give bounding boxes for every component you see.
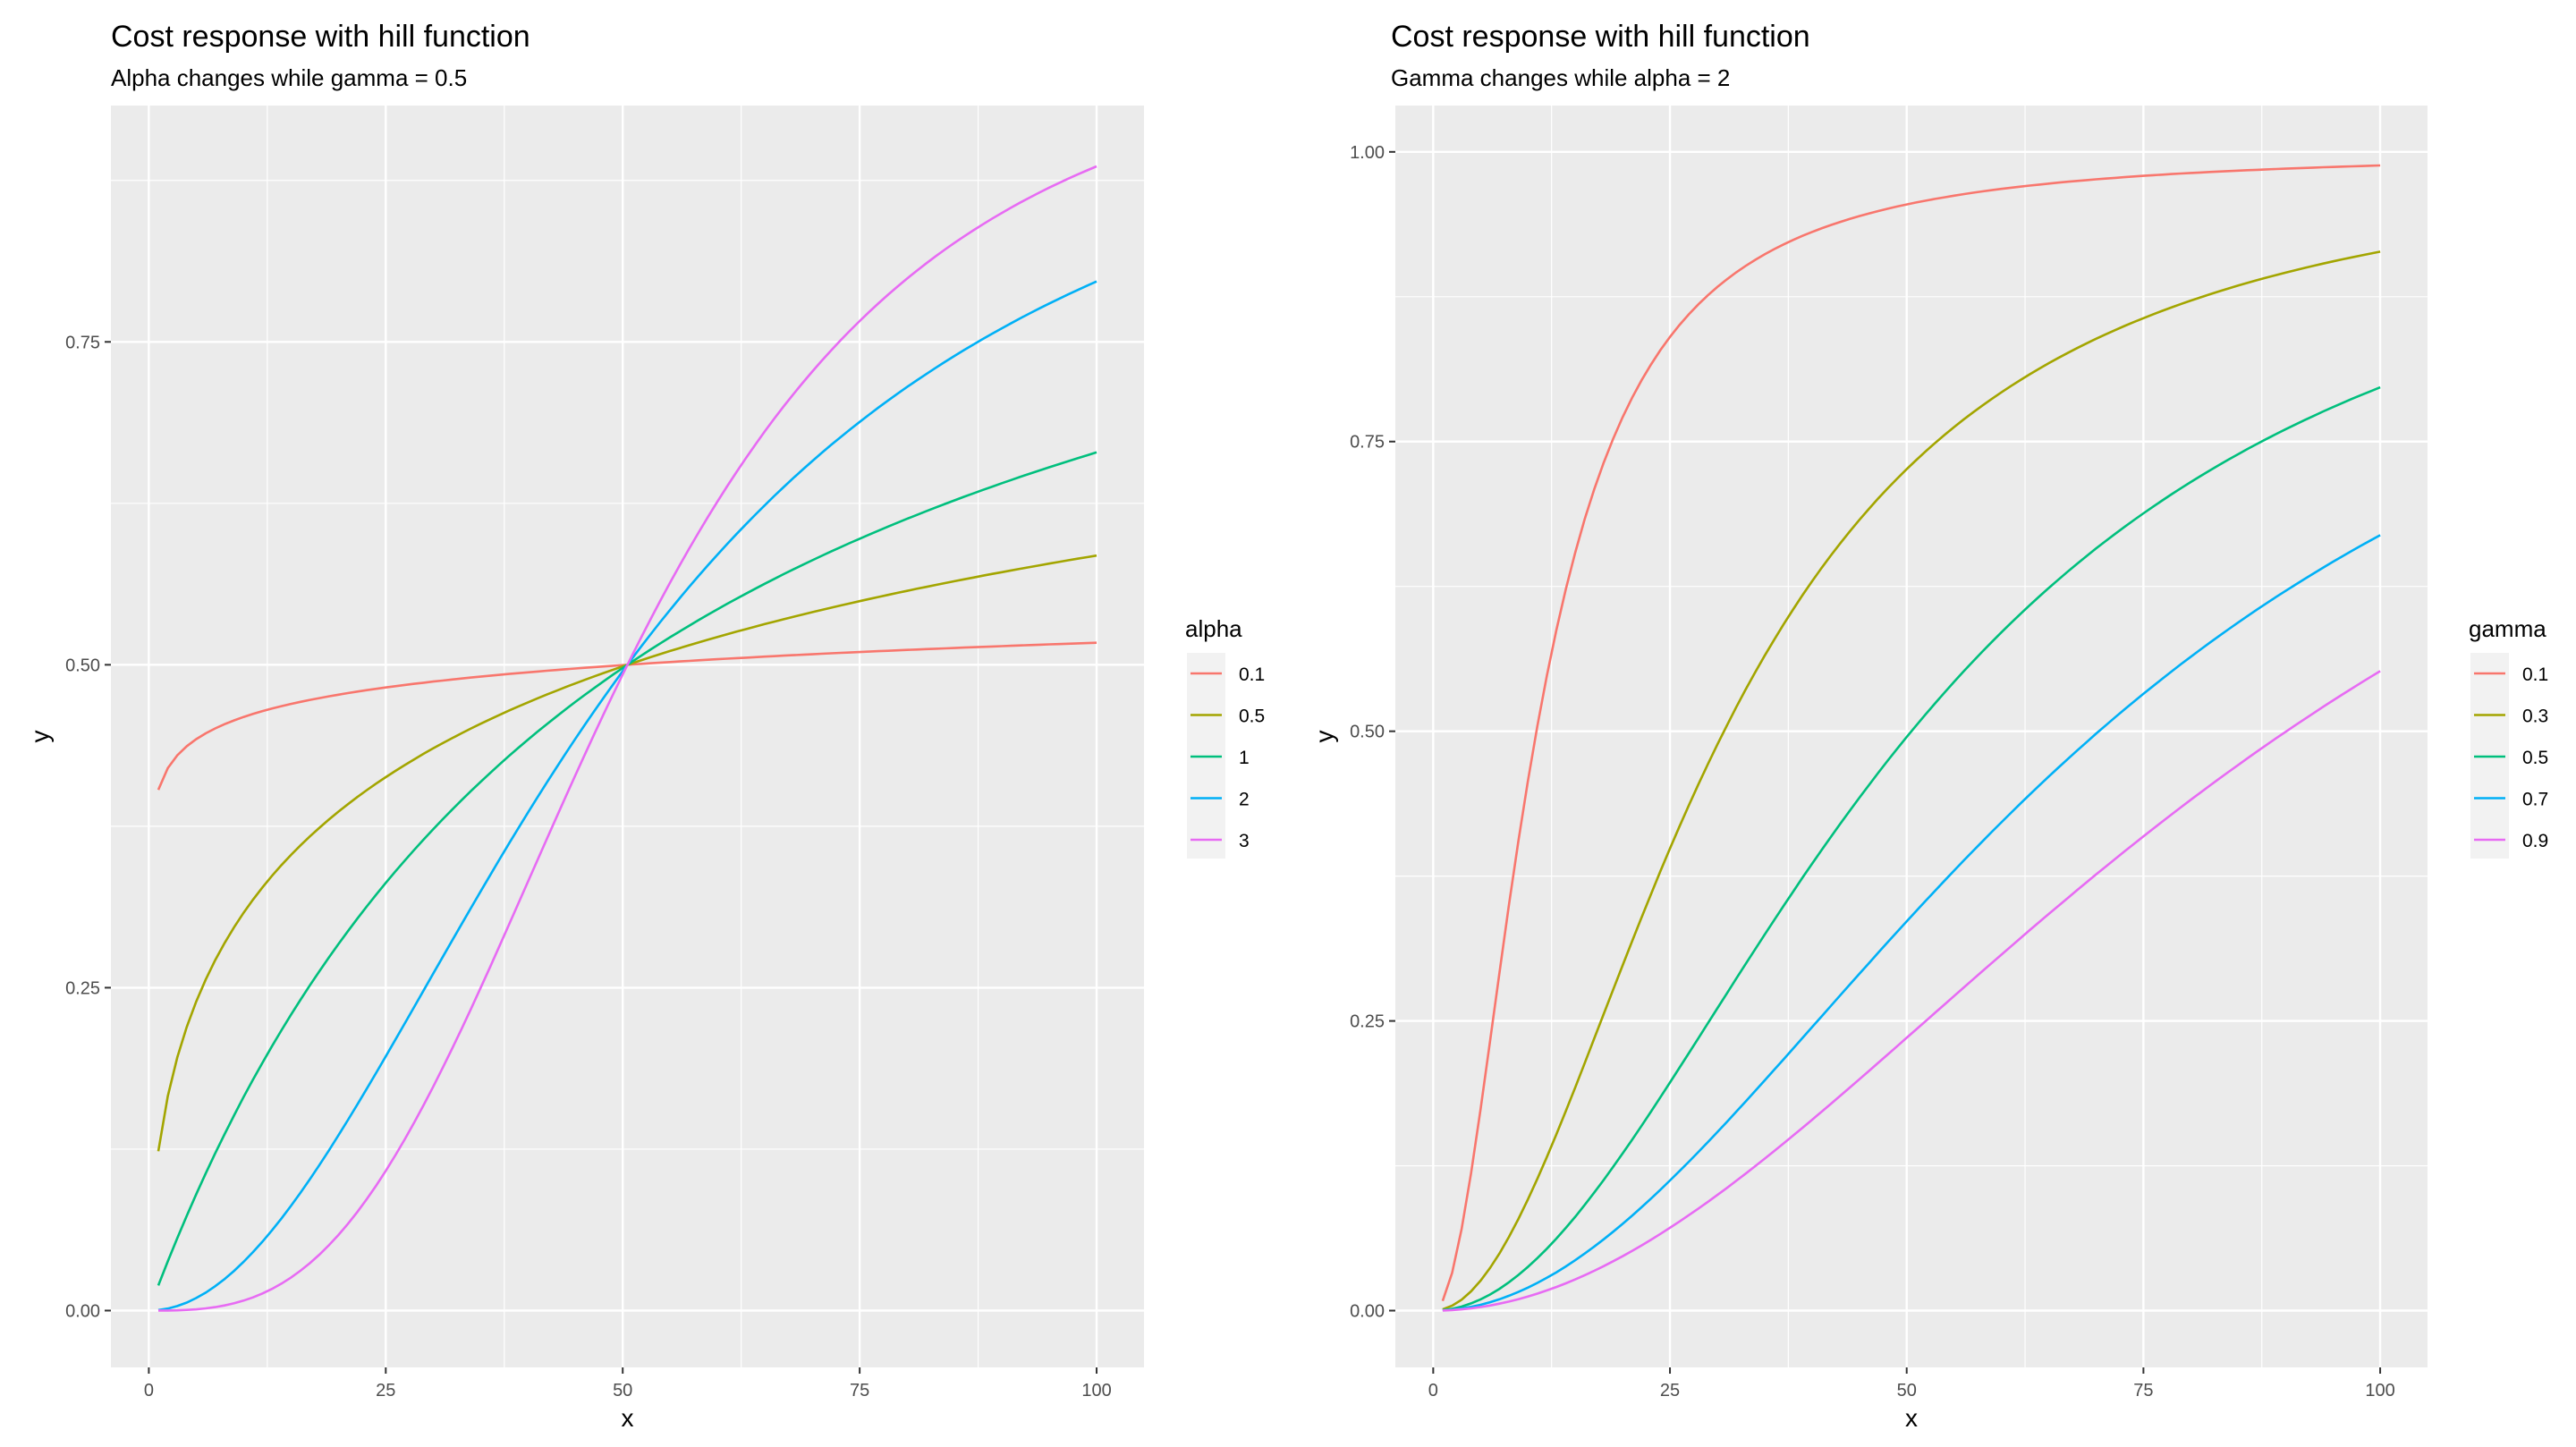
plot-background [111, 106, 1144, 1367]
x-tick-label: 50 [613, 1381, 632, 1400]
y-tick-label: 0.75 [65, 333, 100, 352]
y-tick-label: 0.75 [1350, 433, 1385, 453]
y-axis-label: y [1310, 731, 1338, 743]
x-tick-label: 0 [144, 1381, 154, 1400]
legend-label: 0.5 [2522, 748, 2548, 768]
legend-title: alpha [1185, 615, 1242, 642]
y-axis-label: y [26, 731, 54, 743]
chart-title-right: Cost response with hill function [1391, 20, 1810, 54]
legend-label: 2 [1239, 790, 1250, 810]
y-tick-label: 0.25 [1350, 1012, 1385, 1032]
y-tick-label: 0.25 [65, 978, 100, 998]
y-tick-label: 0.50 [65, 656, 100, 675]
plot-background [1395, 106, 2428, 1367]
series-line-0.1 [1441, 164, 2381, 1302]
legend-label: 1 [1239, 748, 1250, 768]
x-axis-label: x [622, 1404, 634, 1432]
legend-label: 3 [1239, 831, 1250, 851]
y-tick-label: 0.00 [1350, 1302, 1385, 1322]
chart-title-left: Cost response with hill function [111, 20, 530, 54]
legend-label: 0.1 [1239, 664, 1265, 685]
legend-label: 0.3 [2522, 707, 2548, 727]
x-tick-label: 25 [376, 1381, 395, 1400]
series-line-0.5 [1442, 385, 2381, 1312]
x-tick-label: 75 [2133, 1381, 2153, 1400]
series-line-0.9 [1442, 670, 2381, 1312]
series-line-0.7 [1442, 534, 2381, 1312]
x-tick-label: 25 [1660, 1381, 1680, 1400]
x-tick-label: 75 [850, 1381, 869, 1400]
x-tick-label: 100 [2365, 1381, 2394, 1400]
panel-2: 0.00 0.25 0.50 0.75 1.00 0 25 50 75 100 x y gamma 0.1… [1310, 106, 2548, 1432]
legend-label: 0.9 [2522, 831, 2548, 851]
x-tick-label: 0 [1428, 1381, 1438, 1400]
legend-label: 0.1 [2522, 664, 2548, 685]
x-axis-label: x [1905, 1404, 1918, 1432]
legend: gamma 0.1 0.3 0.5 0.7 0.9 [2469, 615, 2548, 859]
legend-label: 0.7 [2522, 790, 2548, 810]
panel-1: 0.00 0.25 0.50 0.75 0 25 50 75 100 x y alpha 0.1 0.5 1… [26, 106, 1265, 1432]
legend-label: 0.5 [1239, 707, 1265, 727]
x-tick-label: 100 [1081, 1381, 1111, 1400]
chart-subtitle-left: Alpha changes while gamma = 0.5 [111, 64, 468, 91]
x-tick-label: 50 [1897, 1381, 1917, 1400]
legend-title: gamma [2469, 615, 2546, 642]
y-tick-label: 0.00 [65, 1301, 100, 1321]
y-tick-label: 1.00 [1350, 143, 1385, 163]
chart-subtitle-right: Gamma changes while alpha = 2 [1391, 64, 1731, 91]
legend: alpha 0.1 0.5 1 2 3 [1185, 615, 1265, 859]
series-line-0.3 [1442, 250, 2381, 1311]
series-line-3 [158, 165, 1097, 1312]
y-tick-label: 0.50 [1350, 723, 1385, 742]
